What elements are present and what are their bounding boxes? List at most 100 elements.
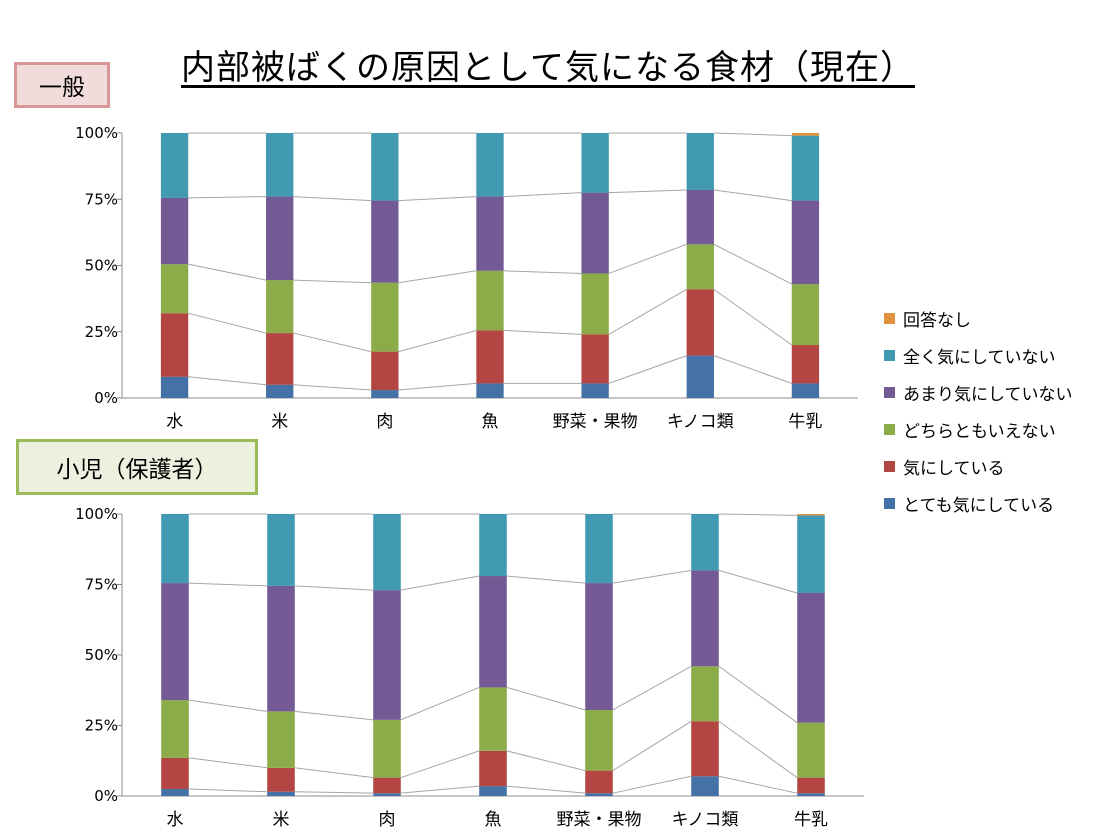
- series-connector-line: [398, 382, 477, 391]
- bar-segment-very_concerned: [371, 390, 399, 398]
- bar-segment-concerned: [691, 721, 719, 777]
- bar-segment-no_answer: [797, 514, 825, 516]
- legend-label: どちらともいえない: [903, 422, 1056, 442]
- legend-label: 気にしている: [903, 459, 1005, 479]
- bar-segment-not_at_all: [371, 133, 399, 201]
- slide-title: 内部被ばくの原因として気になる食材（現在）: [181, 48, 915, 88]
- bar-segment-very_concerned: [581, 383, 609, 398]
- bar-segment-concerned: [373, 777, 401, 794]
- bar-segment-not_much: [581, 192, 609, 274]
- y-tick-label: 75%: [85, 576, 118, 594]
- series-connector-line: [718, 720, 798, 779]
- series-connector-line: [400, 750, 480, 779]
- legend-swatch: [884, 387, 895, 398]
- legend-item: 全く気にしていない: [884, 337, 1089, 374]
- series-connector-line: [294, 710, 374, 721]
- bar-segment-not_at_all: [691, 514, 719, 571]
- bar-segment-very_concerned: [585, 793, 613, 796]
- bar-segment-very_concerned: [266, 384, 294, 398]
- bar-segment-not_at_all: [267, 514, 295, 586]
- legend-swatch: [884, 350, 895, 361]
- bar-segment-very_concerned: [373, 793, 401, 796]
- x-tick-label: 牛乳: [794, 810, 828, 830]
- series-connector-line: [506, 750, 586, 772]
- series-connector-line: [608, 243, 687, 274]
- bar-segment-not_much: [791, 200, 820, 285]
- bar-segment-very_concerned: [686, 355, 714, 398]
- series-connector-line: [188, 757, 268, 769]
- series-connector-line: [608, 288, 687, 335]
- legend-label: 回答なし: [903, 311, 971, 331]
- series-connector-line: [713, 243, 792, 285]
- x-tick-label: 米: [273, 810, 290, 830]
- series-connector-line: [188, 699, 268, 712]
- bar-segment-neutral: [371, 282, 399, 352]
- series-connector-line: [294, 585, 374, 591]
- series-connector-line: [400, 686, 480, 721]
- y-tick-label: 0%: [94, 389, 118, 407]
- bar-segment-not_much: [585, 583, 613, 710]
- bar-segment-very_concerned: [161, 788, 189, 796]
- bar-segment-not_at_all: [585, 514, 613, 584]
- series-connector-line: [612, 775, 692, 794]
- series-connector-line: [503, 270, 582, 274]
- bar-segment-not_much: [797, 592, 825, 723]
- bar-segment-not_much: [476, 196, 504, 271]
- series-connector-line: [188, 376, 267, 386]
- series-connector-line: [718, 569, 798, 594]
- series-connector-line: [398, 270, 477, 284]
- bar-segment-neutral: [581, 273, 609, 335]
- series-connector-line: [293, 384, 372, 391]
- legend-swatch: [884, 313, 895, 324]
- bar-segment-concerned: [476, 330, 504, 384]
- bar-segment-neutral: [479, 687, 507, 751]
- x-tick-label: 牛乳: [788, 412, 822, 432]
- legend-label: あまり気にしていない: [903, 385, 1073, 405]
- series-connector-line: [506, 575, 586, 584]
- bar-segment-neutral: [691, 666, 719, 722]
- series-connector-line: [293, 332, 372, 353]
- bar-segment-no_answer: [791, 133, 820, 136]
- bar-segment-very_concerned: [479, 786, 507, 796]
- bar-segment-concerned: [791, 345, 820, 384]
- legend-item: 気にしている: [884, 448, 1089, 485]
- legend-item: 回答なし: [884, 300, 1089, 337]
- legend-label: 全く気にしていない: [903, 348, 1056, 368]
- bar-segment-very_concerned: [691, 776, 719, 796]
- series-connector-line: [188, 788, 268, 793]
- y-tick-label: 25%: [85, 323, 118, 341]
- x-tick-label: 水: [167, 810, 184, 830]
- bar-segment-concerned: [161, 757, 189, 789]
- legend-swatch: [884, 424, 895, 435]
- x-tick-label: 肉: [376, 412, 393, 432]
- series-connector-line: [718, 775, 798, 794]
- bar-segment-not_much: [373, 590, 401, 720]
- bar-segment-neutral: [160, 264, 189, 314]
- bar-segment-concerned: [266, 333, 294, 385]
- bar-segment-not_much: [371, 200, 399, 283]
- legend-swatch: [884, 461, 895, 472]
- bar-segment-concerned: [581, 334, 609, 384]
- bar-segment-not_at_all: [581, 133, 609, 193]
- y-tick-label: 50%: [85, 257, 118, 275]
- legend-item: とても気にしている: [884, 485, 1089, 522]
- x-tick-label: 魚: [482, 412, 499, 432]
- bar-segment-very_concerned: [791, 383, 820, 398]
- bar-segment-neutral: [373, 719, 401, 778]
- series-connector-lines: [188, 513, 798, 794]
- x-tick-label: 米: [271, 412, 288, 432]
- legend-item: あまり気にしていない: [884, 374, 1089, 411]
- bar-segment-concerned: [797, 777, 825, 794]
- general-badge: 一般: [14, 62, 110, 108]
- series-connector-line: [503, 192, 582, 198]
- x-tick-label: 水: [166, 412, 183, 432]
- bar-segment-concerned: [160, 313, 189, 377]
- x-tick-label: キノコ類: [672, 810, 739, 830]
- bar-segment-very_concerned: [267, 791, 295, 796]
- bar-segment-concerned: [686, 289, 714, 356]
- series-connector-line: [294, 767, 374, 779]
- series-connector-lines: [188, 132, 793, 391]
- series-connector-line: [612, 665, 692, 711]
- bar-segment-not_at_all: [797, 515, 825, 593]
